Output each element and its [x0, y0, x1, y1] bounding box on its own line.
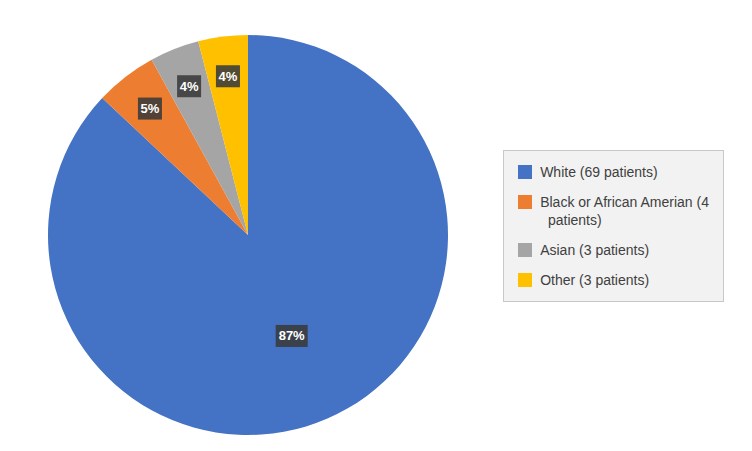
svg-text:4%: 4%: [219, 69, 238, 84]
svg-text:4%: 4%: [180, 79, 199, 94]
html-text:Asian (3 patients): Asian (3 patients): [540, 241, 650, 258]
svg-text:5%: 5%: [141, 101, 160, 116]
html-text:White (69 patients): White (69 patients): [540, 163, 658, 180]
html-text:Black or African Amerian (4 pa: Black or African Amerian (4 patients): [540, 193, 709, 228]
html-text:Other (3 patients): Other (3 patients): [540, 271, 650, 288]
svg-text:87%: 87%: [279, 328, 305, 343]
